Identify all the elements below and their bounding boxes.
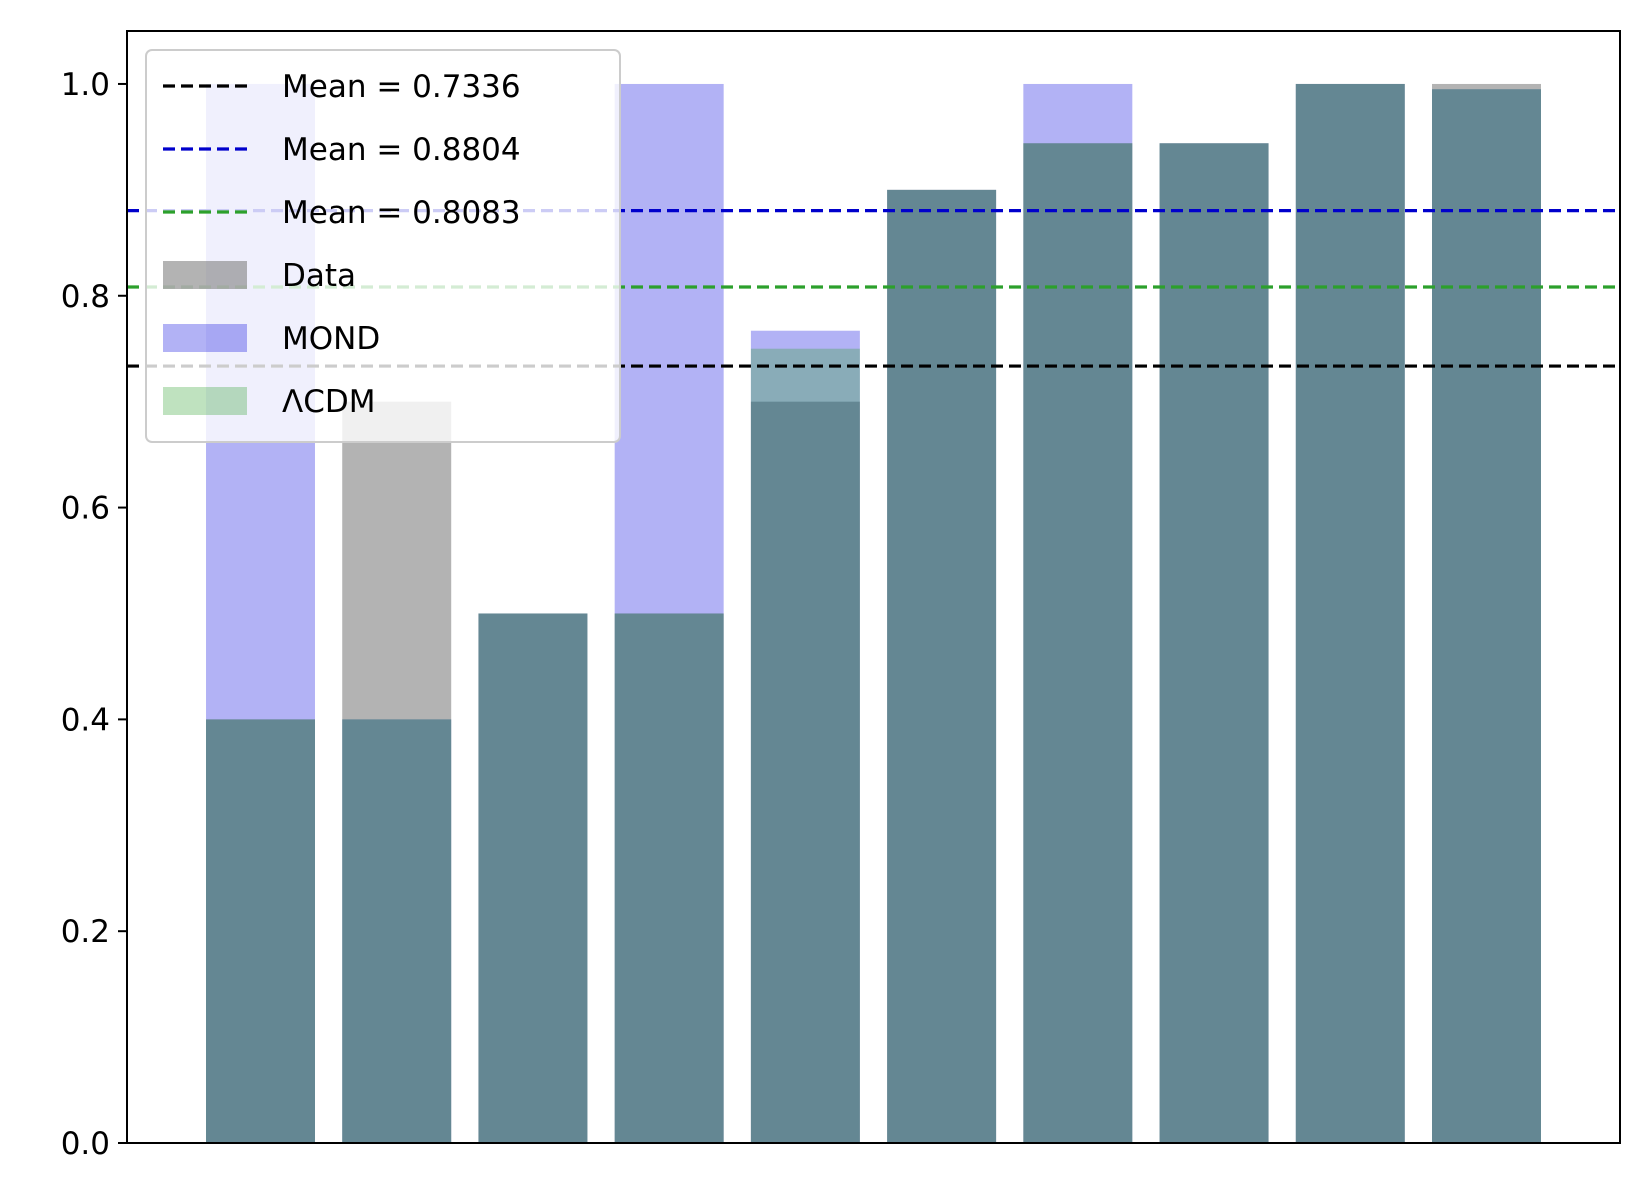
- bar: [887, 189, 997, 1143]
- y-tick-label: 0.0: [61, 1126, 110, 1162]
- y-tick-label: 0.2: [61, 914, 110, 950]
- bar: [614, 613, 724, 1143]
- bar: [1159, 143, 1269, 1144]
- series-1: [206, 83, 1541, 1144]
- bar: [1432, 89, 1541, 1144]
- bar: [1023, 143, 1133, 1144]
- bar: [478, 613, 588, 1143]
- bar: [887, 189, 997, 1143]
- plot-frame: [126, 30, 1621, 1144]
- bar: [206, 719, 315, 1143]
- bar: [1295, 83, 1405, 1143]
- bar: [1432, 83, 1541, 1143]
- bar: [478, 613, 588, 1143]
- bar: [1023, 83, 1133, 1143]
- bar: [614, 83, 724, 1143]
- legend-label: ΛCDM: [282, 384, 375, 420]
- bar: [750, 401, 860, 1144]
- legend-label: Data: [282, 258, 356, 294]
- legend-label: MOND: [282, 321, 380, 357]
- legend-patch-handle: [163, 261, 247, 289]
- bar: [1159, 143, 1269, 1144]
- bar: [1023, 143, 1133, 1144]
- bar: [1432, 89, 1541, 1144]
- bar: [478, 613, 588, 1143]
- legend-label: Mean = 0.8804: [282, 132, 521, 168]
- bar: [750, 330, 860, 1144]
- y-tick-label: 1.0: [61, 67, 110, 103]
- bar: [1295, 83, 1405, 1143]
- bar: [614, 613, 724, 1143]
- legend-label: Mean = 0.7336: [282, 69, 521, 105]
- bar: [342, 719, 452, 1143]
- y-tick-label: 0.8: [61, 279, 110, 315]
- bar: [887, 189, 997, 1143]
- bar: [342, 401, 452, 1144]
- bar: [1295, 83, 1405, 1143]
- bars-layer: [206, 83, 1541, 1144]
- axes-layer: 0.0 0.2 0.4 0.6 0.8 1.0: [61, 30, 1621, 1162]
- mean-lines-layer: [127, 209, 1620, 368]
- bar: [750, 348, 860, 1143]
- y-tick-label: 0.6: [61, 491, 110, 527]
- series-3: [206, 83, 1541, 1144]
- bar: [342, 719, 452, 1143]
- bar: [1159, 143, 1269, 1144]
- bar: [206, 719, 315, 1143]
- legend-frame: [145, 49, 621, 443]
- legend-label: Mean = 0.8083: [282, 195, 521, 231]
- legend-patch-handle: [163, 387, 247, 415]
- y-tick-label: 0.4: [61, 702, 110, 738]
- legend: Mean = 0.7336 Mean = 0.8804 Mean = 0.8083 D…: [145, 49, 621, 443]
- legend-patch-handle: [163, 324, 247, 352]
